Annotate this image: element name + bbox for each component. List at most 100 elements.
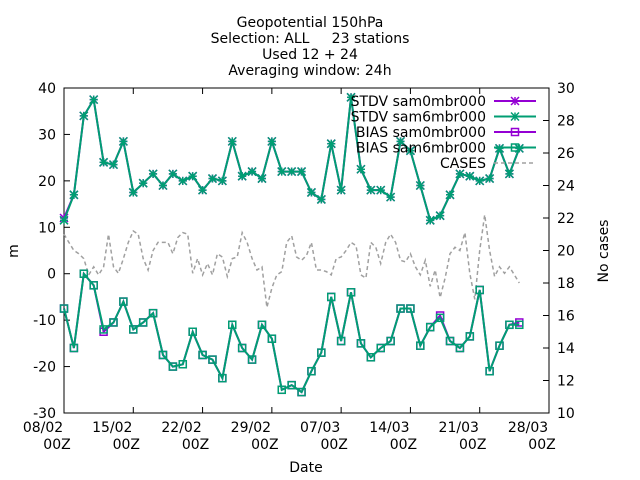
data-point	[148, 308, 158, 318]
y-tick-label: 20	[38, 174, 56, 190]
data-point	[495, 341, 504, 350]
data-point	[287, 167, 297, 177]
data-point	[178, 176, 188, 186]
y2-tick-label: 26	[557, 146, 575, 162]
legend-marker	[510, 111, 520, 122]
data-point	[297, 167, 307, 177]
data-point	[227, 136, 237, 146]
x-tick-label-date: 21/03	[439, 420, 479, 436]
data-point	[267, 136, 277, 146]
x-tick-label-date: 08/02	[23, 420, 63, 436]
x-tick-label-date: 29/02	[231, 420, 271, 436]
data-point	[445, 336, 455, 346]
x-tick-label-hour: 00Z	[113, 437, 140, 453]
data-point	[405, 146, 415, 156]
data-point	[277, 385, 287, 395]
legend-marker	[510, 96, 520, 106]
data-point	[188, 171, 198, 181]
y2-tick-label: 24	[557, 179, 575, 195]
data-point	[277, 167, 287, 177]
data-point	[109, 318, 118, 327]
data-point	[435, 211, 445, 221]
data-point	[129, 325, 138, 334]
data-point	[356, 339, 366, 348]
data-point	[118, 136, 128, 146]
x-tick-label-hour: 00Z	[43, 437, 70, 453]
data-point	[455, 169, 465, 179]
data-point	[306, 187, 316, 197]
data-point	[247, 167, 257, 177]
data-point	[168, 362, 178, 371]
data-point	[346, 92, 356, 102]
data-point	[386, 192, 396, 202]
legend-label: BIAS sam0mbr000	[356, 125, 486, 141]
data-point	[198, 350, 207, 360]
x-tick-label-date: 14/03	[369, 420, 409, 436]
data-point	[465, 332, 475, 341]
data-point	[356, 164, 366, 174]
series-bias-sam6mbr000	[59, 269, 524, 397]
data-point	[326, 139, 336, 149]
data-point	[198, 185, 208, 195]
data-point	[287, 380, 296, 390]
data-point	[346, 288, 356, 297]
series-cases	[63, 214, 520, 308]
x-tick-label-hour: 00Z	[251, 437, 278, 453]
data-point	[257, 320, 267, 330]
data-point	[119, 297, 128, 306]
x-tick-label-date: 28/03	[508, 420, 548, 436]
data-point	[425, 215, 435, 225]
data-point	[257, 174, 267, 184]
data-point	[386, 336, 395, 346]
data-point	[485, 366, 494, 376]
data-point	[475, 285, 484, 295]
data-point	[89, 281, 98, 290]
data-point	[138, 178, 148, 188]
data-point	[366, 185, 376, 195]
right-axis: 10 12 14 16 18 20 22 24 26 28 30	[543, 81, 575, 422]
data-point	[267, 334, 277, 343]
data-point	[475, 176, 485, 186]
data-point	[168, 169, 178, 179]
y-tick-label: 40	[38, 81, 56, 97]
data-point	[317, 348, 326, 357]
y-tick-label: -30	[33, 406, 56, 422]
data-point	[505, 320, 514, 330]
data-point	[435, 313, 445, 323]
legend-label: BIAS sam6mbr000	[356, 141, 486, 157]
legend-label: STDV sam6mbr000	[351, 110, 486, 126]
data-point	[188, 327, 197, 336]
x-tick-label-date: 22/02	[161, 420, 201, 436]
data-point	[158, 350, 168, 360]
y2-tick-label: 28	[557, 114, 575, 130]
data-point	[515, 320, 524, 330]
legend-marker	[510, 143, 520, 152]
data-point	[237, 343, 247, 353]
data-point	[504, 169, 514, 179]
series-stdv-sam6mbr000	[59, 92, 524, 225]
data-point	[415, 180, 425, 191]
y-tick-label: 10	[38, 220, 56, 236]
x-tick-label-date: 07/03	[300, 420, 340, 436]
data-point	[366, 353, 376, 362]
data-point	[326, 292, 336, 302]
y2-tick-label: 10	[557, 406, 575, 422]
title-line-3: Used 12 + 24	[262, 47, 358, 63]
data-point	[406, 304, 415, 313]
data-point	[207, 174, 217, 184]
x-tick-label-hour: 00Z	[182, 437, 209, 453]
left-axis: -30 -20 -10 0 10 20 30 40	[33, 81, 70, 422]
y2-axis-label: No cases	[596, 220, 612, 283]
data-point	[178, 360, 188, 369]
legend-label: CASES	[440, 156, 486, 172]
title-line-2: Selection: ALL 23 stations	[211, 31, 410, 47]
data-point	[99, 325, 108, 334]
data-point	[336, 185, 346, 195]
data-point	[59, 215, 69, 225]
data-point	[307, 366, 316, 376]
data-point	[59, 304, 69, 313]
data-point	[445, 190, 455, 200]
data-point	[297, 387, 306, 397]
data-point	[336, 336, 346, 346]
